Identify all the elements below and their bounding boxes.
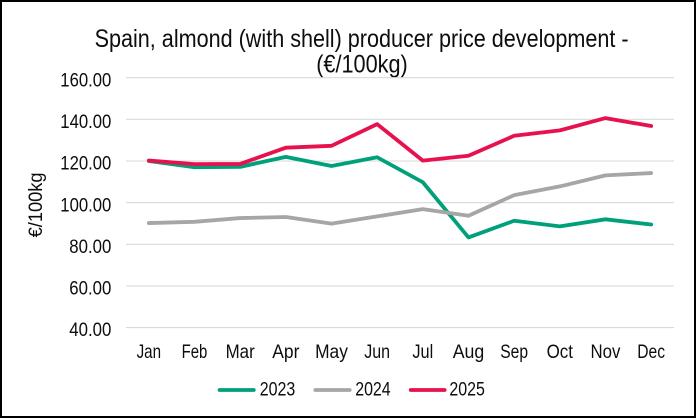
svg-text:May: May bbox=[315, 341, 348, 363]
svg-text:Oct: Oct bbox=[547, 341, 574, 363]
svg-text:2023: 2023 bbox=[260, 379, 296, 401]
svg-text:2025: 2025 bbox=[449, 379, 485, 401]
svg-text:Nov: Nov bbox=[591, 341, 621, 363]
svg-text:Jun: Jun bbox=[364, 341, 390, 363]
svg-text:120.00: 120.00 bbox=[60, 153, 111, 175]
svg-text:Jul: Jul bbox=[412, 341, 433, 363]
svg-text:140.00: 140.00 bbox=[60, 111, 111, 133]
svg-text:Aug: Aug bbox=[453, 341, 485, 363]
svg-text:Dec: Dec bbox=[637, 341, 665, 363]
svg-text:80.00: 80.00 bbox=[69, 236, 111, 258]
svg-text:Mar: Mar bbox=[226, 341, 256, 363]
svg-text:160.00: 160.00 bbox=[60, 69, 111, 91]
svg-text:60.00: 60.00 bbox=[69, 278, 111, 300]
svg-text:€/100kg: €/100kg bbox=[25, 172, 47, 237]
svg-text:2024: 2024 bbox=[355, 379, 391, 401]
svg-text:40.00: 40.00 bbox=[69, 319, 111, 341]
svg-text:Jan: Jan bbox=[137, 341, 162, 363]
svg-text:(€/100kg): (€/100kg) bbox=[316, 51, 408, 79]
svg-text:Sep: Sep bbox=[500, 341, 528, 363]
svg-text:Apr: Apr bbox=[272, 341, 300, 363]
svg-text:Feb: Feb bbox=[182, 341, 208, 363]
svg-text:100.00: 100.00 bbox=[60, 194, 111, 216]
svg-text:Spain, almond (with shell) pro: Spain, almond (with shell) producer pric… bbox=[95, 25, 629, 53]
